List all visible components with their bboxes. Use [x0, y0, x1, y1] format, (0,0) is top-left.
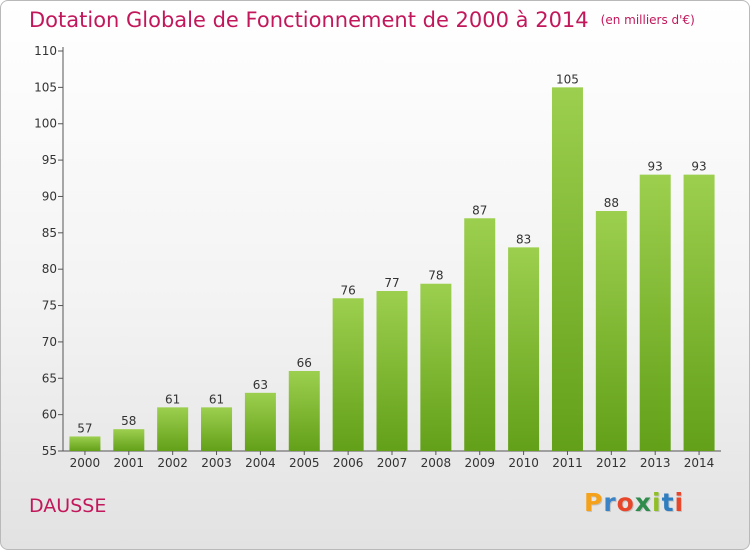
bar-2008 [420, 283, 452, 451]
y-tick-label: 105 [34, 80, 57, 94]
bar-2011 [551, 87, 583, 451]
x-tick-label: 2014 [684, 456, 715, 470]
data-label-2011: 105 [556, 72, 579, 86]
y-tick-label: 85 [42, 226, 57, 240]
logo-letter: i [674, 488, 685, 517]
y-tick-label: 95 [42, 153, 57, 167]
chart-unit: (en milliers d'€) [600, 13, 695, 27]
y-tick-label: 70 [42, 335, 57, 349]
chart-title-text: Dotation Globale de Fonctionnement de 20… [29, 8, 589, 32]
y-tick-label: 100 [34, 117, 57, 131]
chart-bars [69, 87, 715, 452]
bar-2009 [464, 218, 496, 451]
bar-2001 [113, 429, 145, 451]
bar-2010 [508, 247, 540, 451]
data-label-2006: 76 [340, 283, 355, 297]
bar-2004 [244, 392, 276, 451]
logo-letter: r [603, 488, 617, 517]
x-tick-label: 2007 [377, 456, 408, 470]
data-label-2008: 78 [428, 269, 443, 283]
logo-letter: i [652, 488, 662, 517]
commune-name: DAUSSE [29, 495, 107, 517]
y-tick-label: 65 [42, 371, 57, 385]
y-tick-label: 60 [42, 408, 57, 422]
x-tick-label: 2013 [640, 456, 671, 470]
logo-letter: x [634, 488, 652, 517]
x-tick-label: 2004 [245, 456, 276, 470]
data-label-2007: 77 [384, 276, 399, 290]
bar-2006 [332, 298, 364, 451]
y-tick-label: 90 [42, 189, 57, 203]
bar-2014 [683, 174, 715, 452]
chart-title: Dotation Globale de Fonctionnement de 20… [29, 8, 695, 32]
y-tick-label: 55 [42, 444, 57, 458]
bar-2005 [288, 371, 320, 451]
x-tick-label: 2000 [70, 456, 101, 470]
x-tick-label: 2010 [508, 456, 539, 470]
data-label-2001: 58 [121, 414, 136, 428]
data-label-2009: 87 [472, 203, 487, 217]
data-label-2003: 61 [209, 392, 224, 406]
data-label-2014: 93 [691, 160, 706, 174]
data-label-2005: 66 [297, 356, 312, 370]
data-label-2013: 93 [648, 160, 663, 174]
y-tick-label: 75 [42, 299, 57, 313]
bar-2002 [157, 407, 189, 451]
data-label-2012: 88 [604, 196, 619, 210]
bar-2000 [69, 436, 101, 451]
logo-letter: o [616, 488, 635, 517]
y-tick-label: 80 [42, 262, 57, 276]
logo-letter: P [584, 488, 604, 517]
x-tick-label: 2011 [552, 456, 583, 470]
data-label-2004: 63 [253, 378, 268, 392]
bar-2013 [639, 174, 671, 452]
bar-2007 [376, 291, 408, 451]
y-tick-label: 110 [34, 44, 57, 58]
data-label-2000: 57 [77, 421, 92, 435]
bar-2012 [595, 211, 627, 451]
data-label-2010: 83 [516, 232, 531, 246]
x-tick-label: 2012 [596, 456, 627, 470]
x-tick-label: 2003 [201, 456, 232, 470]
x-tick-label: 2009 [464, 456, 495, 470]
x-tick-label: 2005 [289, 456, 320, 470]
bar-2003 [201, 407, 233, 451]
x-tick-label: 2002 [157, 456, 188, 470]
chart-data-labels: 57 58 61 61 63 66 76 77 78 87 83 105 88 93 93 [77, 72, 706, 435]
x-tick-label: 2001 [114, 456, 145, 470]
x-tick-label: 2008 [421, 456, 452, 470]
proxiti-logo: Proxiti [584, 488, 684, 517]
chart-axes: 55 60 65 70 75 80 85 90 95 100 105 110 2000 2001 2002 2… [34, 44, 721, 470]
data-label-2002: 61 [165, 392, 180, 406]
x-tick-label: 2006 [333, 456, 364, 470]
logo-letter: t [661, 488, 675, 517]
